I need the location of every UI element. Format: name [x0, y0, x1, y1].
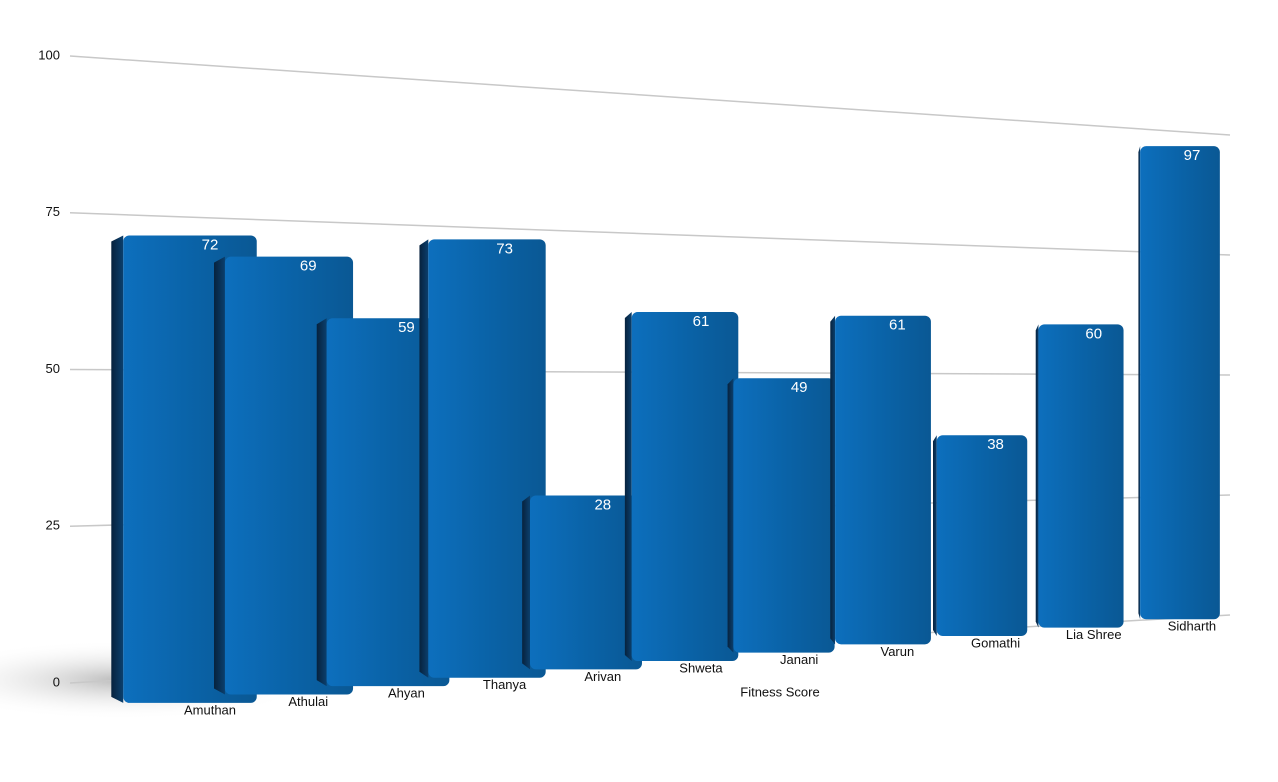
- y-tick-label: 75: [46, 204, 60, 219]
- value-label: 97: [1184, 147, 1201, 164]
- y-tick-label: 0: [53, 674, 60, 689]
- bar: [530, 495, 642, 670]
- x-tick-label: Thanya: [483, 677, 527, 692]
- x-tick-label: Athulai: [288, 694, 328, 709]
- bar-side: [522, 495, 531, 670]
- bar-side: [111, 235, 124, 703]
- value-label: 49: [791, 379, 808, 396]
- value-label: 38: [987, 436, 1004, 453]
- bar: [936, 435, 1028, 636]
- x-tick-label: Gomathi: [971, 635, 1020, 650]
- bar: [631, 312, 739, 662]
- x-tick-label: Sidharth: [1168, 619, 1216, 634]
- bar-side: [624, 312, 632, 662]
- x-tick-label: Ahyan: [388, 686, 425, 701]
- y-tick-label: 25: [46, 518, 60, 533]
- x-tick-label: Lia Shree: [1066, 627, 1122, 642]
- value-label: 61: [693, 313, 710, 330]
- bar: [1038, 324, 1124, 628]
- value-label: 28: [594, 496, 611, 513]
- bar: [1140, 146, 1220, 620]
- x-axis-title: Fitness Score: [740, 684, 819, 699]
- x-tick-label: Amuthan: [184, 702, 236, 717]
- bar-side: [316, 318, 327, 687]
- value-label: 72: [202, 236, 219, 253]
- bar: [835, 315, 931, 645]
- bar-side: [933, 435, 937, 636]
- value-label: 73: [496, 240, 513, 257]
- x-tick-label: Janani: [780, 652, 818, 667]
- y-tick-label: 100: [38, 47, 60, 62]
- bar-side: [419, 239, 429, 678]
- x-tick-label: Varun: [881, 644, 915, 659]
- bar-side: [830, 315, 836, 645]
- bar: [733, 378, 835, 653]
- value-label: 61: [889, 317, 906, 334]
- grid-line: [69, 55, 1231, 136]
- bar-side: [1035, 324, 1039, 628]
- value-label: 60: [1085, 325, 1102, 342]
- value-label: 69: [300, 258, 317, 275]
- bar-side: [214, 256, 225, 695]
- bar-side: [1138, 146, 1141, 620]
- x-tick-label: Shweta: [679, 660, 723, 675]
- x-tick-label: Arivan: [584, 669, 621, 684]
- grid-line: [69, 212, 1231, 256]
- value-label: 59: [398, 319, 415, 336]
- bar: [326, 318, 450, 687]
- bar: [428, 239, 546, 678]
- bar-side: [727, 378, 734, 653]
- y-tick-label: 50: [46, 361, 60, 376]
